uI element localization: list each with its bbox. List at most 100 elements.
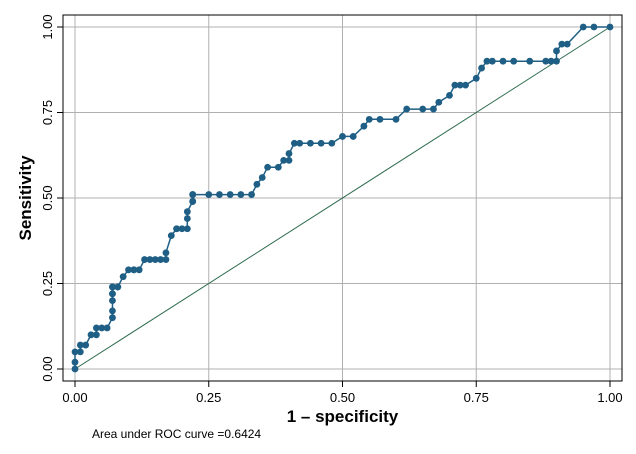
roc-point	[183, 225, 191, 233]
x-axis-title: 1 – specificity	[287, 407, 399, 426]
roc-point	[365, 115, 373, 123]
roc-point	[446, 92, 453, 99]
roc-point	[419, 105, 427, 113]
roc-point	[205, 191, 213, 198]
y-tick-label: 0.25	[40, 271, 55, 296]
roc-point	[590, 23, 598, 31]
roc-point	[435, 98, 443, 106]
roc-point	[264, 163, 271, 171]
roc-point	[563, 40, 571, 48]
x-axis-ticks: 0.00 0.25 0.50 0.75 1.00	[62, 381, 623, 405]
roc-point	[87, 331, 95, 339]
roc-point	[472, 74, 480, 82]
roc-point	[109, 297, 116, 304]
roc-point	[71, 365, 79, 373]
roc-point	[157, 256, 165, 263]
roc-point	[478, 64, 485, 72]
roc-point	[109, 290, 116, 298]
roc-point	[547, 57, 555, 65]
roc-point	[510, 57, 518, 65]
roc-point	[558, 40, 566, 48]
roc-point	[285, 156, 293, 164]
roc-point	[488, 57, 496, 65]
x-tick-label: 0.00	[62, 390, 87, 405]
roc-point	[553, 57, 560, 65]
roc-point	[317, 139, 325, 147]
roc-point	[456, 81, 464, 89]
roc-point	[82, 341, 90, 349]
roc-point	[290, 139, 298, 147]
roc-point	[93, 324, 100, 332]
roc-point	[403, 105, 411, 113]
roc-point	[499, 57, 507, 65]
roc-point	[462, 81, 469, 89]
roc-point	[183, 208, 191, 216]
roc-point	[109, 283, 116, 291]
x-tick-label: 0.25	[196, 390, 221, 405]
roc-point	[553, 47, 560, 55]
roc-point	[98, 324, 106, 332]
roc-point	[248, 191, 255, 198]
roc-point	[307, 139, 314, 147]
roc-point	[349, 133, 357, 140]
roc-point	[114, 283, 122, 291]
roc-point	[392, 115, 400, 123]
roc-point	[285, 150, 293, 157]
x-tick-label: 0.75	[464, 390, 489, 405]
roc-point	[430, 105, 437, 113]
roc-point	[71, 348, 79, 356]
roc-point	[109, 307, 116, 315]
roc-points	[71, 23, 614, 373]
roc-point	[542, 57, 550, 65]
roc-point	[162, 256, 170, 263]
y-tick-label: 1.00	[40, 14, 55, 39]
roc-point	[258, 174, 266, 181]
reference-line	[74, 26, 611, 370]
roc-point	[189, 191, 197, 198]
roc-point	[376, 115, 384, 123]
roc-point	[483, 57, 491, 65]
roc-point	[109, 314, 116, 322]
roc-point	[162, 249, 170, 257]
roc-point	[226, 191, 234, 198]
roc-point	[579, 23, 587, 31]
roc-point	[151, 256, 159, 263]
roc-point	[167, 232, 175, 240]
roc-point	[173, 225, 181, 233]
y-tick-label: 0.00	[40, 356, 55, 381]
roc-point	[76, 348, 84, 356]
roc-point	[339, 133, 346, 140]
roc-point	[71, 358, 79, 366]
roc-point	[178, 225, 186, 233]
roc-point	[183, 215, 191, 222]
roc-point	[119, 273, 127, 281]
y-tick-label: 0.50	[40, 185, 55, 210]
roc-point	[237, 191, 245, 198]
roc-point	[135, 266, 143, 274]
y-tick-label: 0.75	[40, 100, 55, 125]
roc-point	[130, 266, 138, 274]
x-tick-label: 1.00	[597, 390, 622, 405]
roc-point	[274, 163, 282, 171]
roc-point	[141, 256, 148, 263]
roc-point	[280, 156, 288, 164]
roc-point	[606, 23, 614, 31]
roc-point	[253, 180, 261, 188]
y-axis-title: Sensitivity	[16, 155, 35, 241]
roc-point	[93, 331, 100, 339]
roc-point	[125, 266, 132, 274]
roc-point	[146, 256, 154, 263]
roc-point	[296, 139, 304, 147]
roc-point	[526, 57, 534, 65]
x-tick-label: 0.50	[330, 390, 355, 405]
roc-point	[216, 191, 223, 198]
roc-point	[328, 139, 336, 147]
roc-point	[76, 341, 84, 349]
roc-point	[103, 324, 111, 332]
roc-point	[360, 122, 368, 130]
y-axis-ticks: 0.00 0.25 0.50 0.75 1.00	[40, 14, 63, 382]
roc-curve	[74, 26, 610, 369]
roc-point	[451, 81, 459, 89]
auc-annotation: Area under ROC curve =0.6424	[92, 427, 262, 441]
